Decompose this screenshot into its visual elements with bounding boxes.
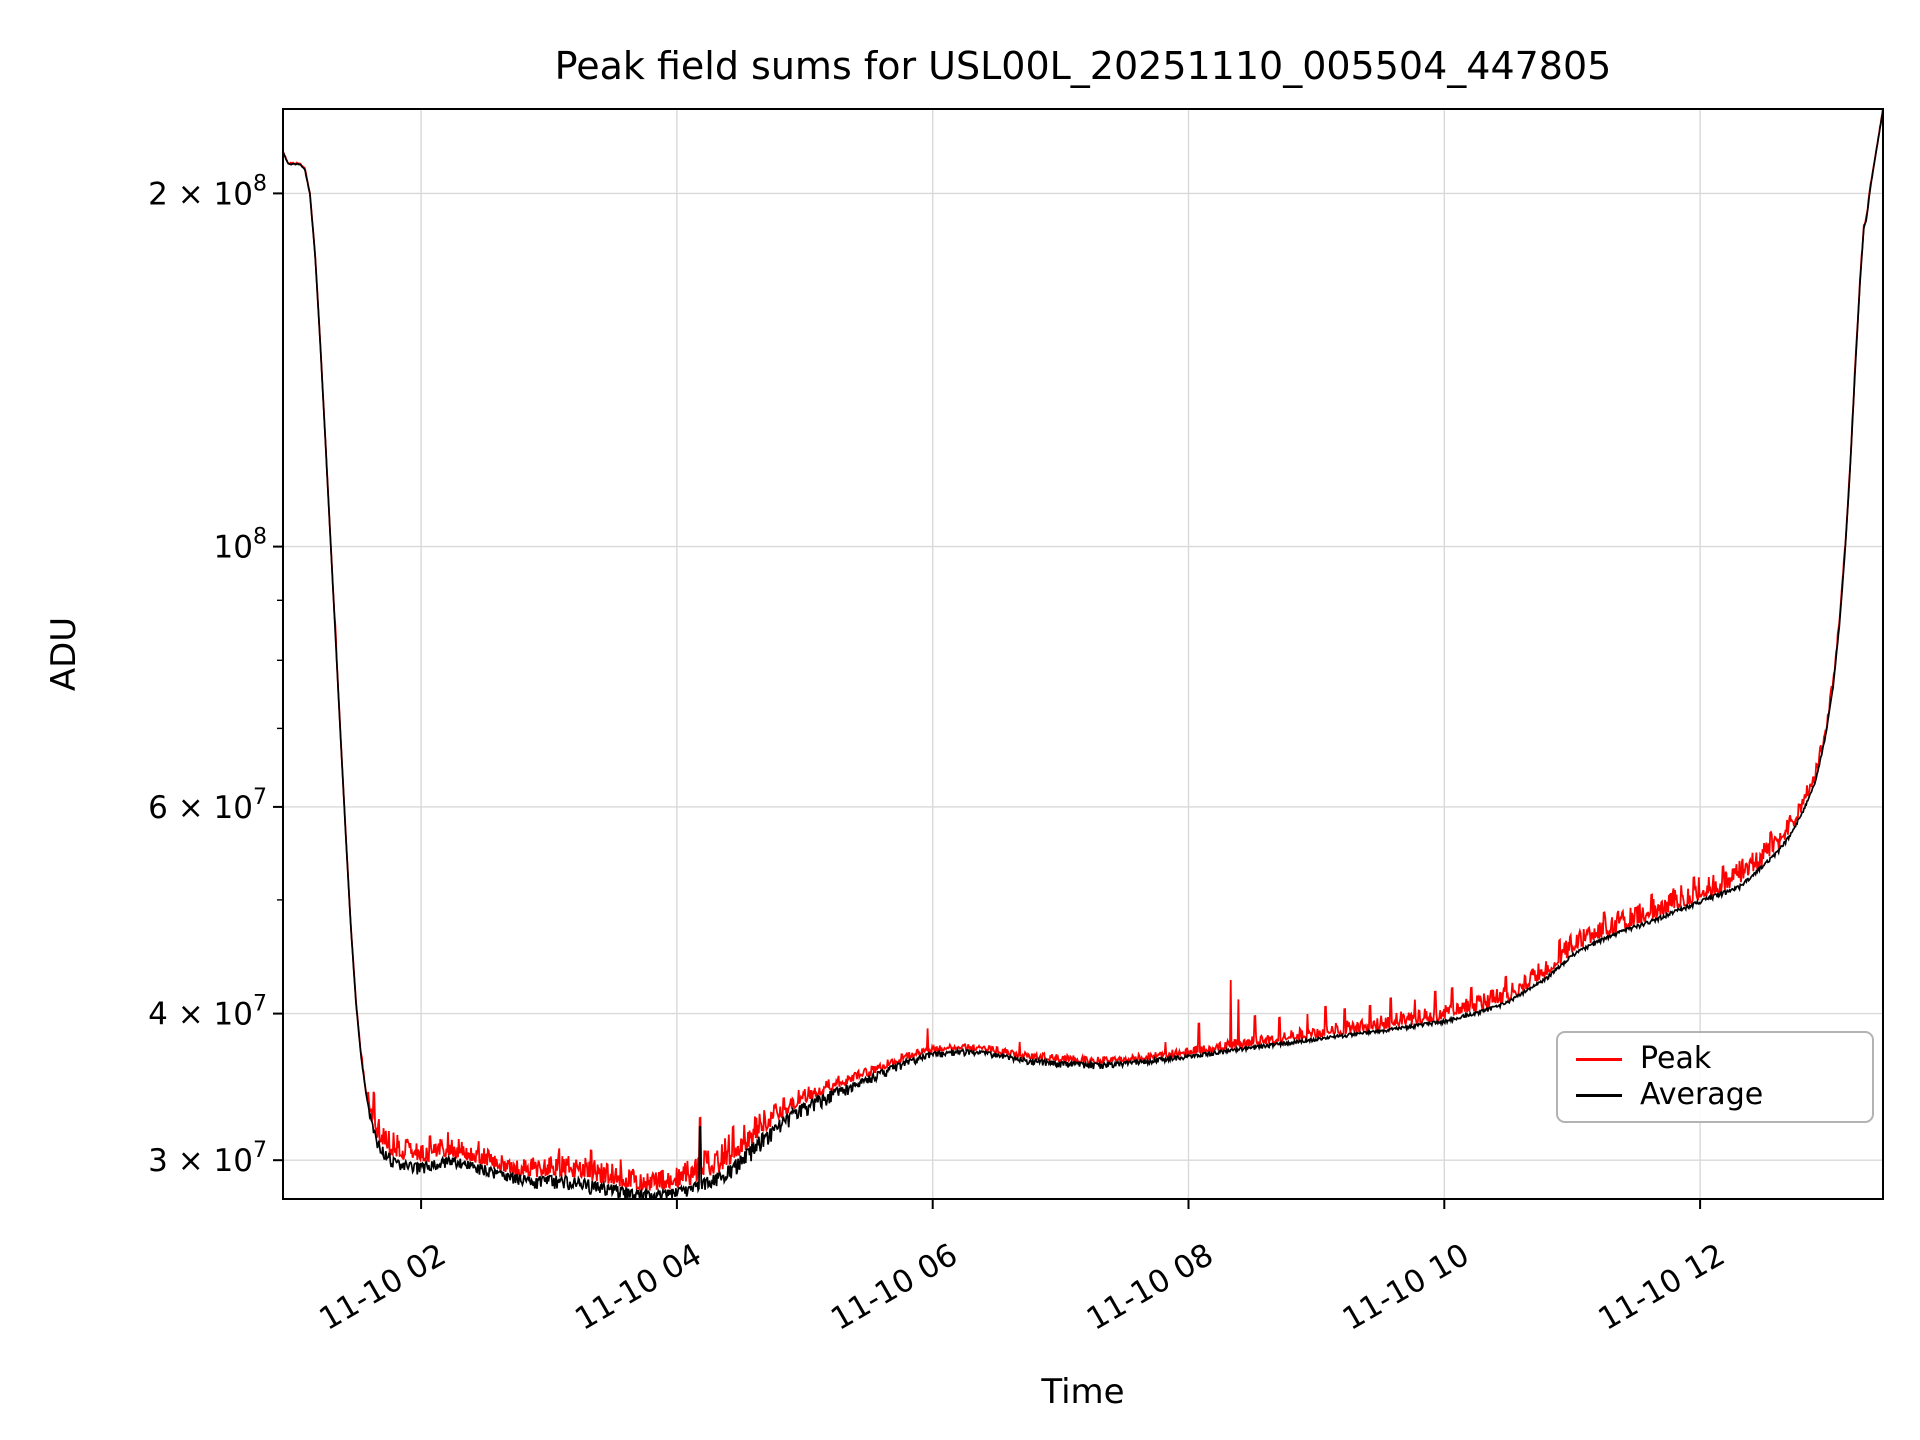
x-axis-label: Time — [1041, 1372, 1125, 1412]
legend-item-peak: Peak — [1576, 1044, 1854, 1074]
x-tick-label: 11-10 04 — [569, 1237, 708, 1338]
y-tick-label: 4 × 107 — [148, 992, 267, 1033]
average-line-swatch — [1576, 1093, 1622, 1097]
x-tick-label: 11-10 06 — [825, 1237, 964, 1338]
legend-label-average: Average — [1640, 1077, 1764, 1112]
chart-title: Peak field sums for USL00L_20251110_0055… — [554, 44, 1612, 88]
y-tick-label: 108 — [214, 525, 267, 566]
tick-labels: 11-10 02 11-10 04 11-10 06 11-10 08 11-10 10… — [148, 171, 1731, 1337]
plot-border — [282, 108, 1884, 1200]
average-series-line — [283, 109, 1883, 1199]
peak-line-swatch — [1576, 1057, 1622, 1061]
tick-marks — [273, 192, 1702, 1209]
y-tick-label: 6 × 107 — [148, 785, 267, 826]
legend-item-average: Average — [1576, 1080, 1854, 1110]
legend-label-peak: Peak — [1640, 1041, 1712, 1076]
x-tick-label: 11-10 02 — [313, 1237, 452, 1338]
gridlines — [283, 109, 1883, 1199]
legend: Peak Average — [1556, 1031, 1874, 1123]
x-tick-label: 11-10 08 — [1081, 1237, 1220, 1338]
y-tick-label: 2 × 108 — [148, 171, 267, 212]
x-tick-label: 11-10 12 — [1592, 1237, 1731, 1338]
y-tick-label: 3 × 107 — [148, 1138, 267, 1179]
x-tick-label: 11-10 10 — [1337, 1237, 1476, 1338]
peak-series-line — [283, 109, 1883, 1192]
